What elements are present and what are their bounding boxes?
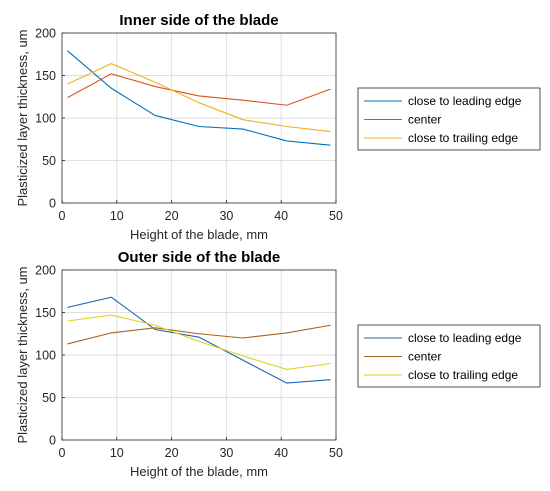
chart-title: Inner side of the blade bbox=[119, 12, 278, 29]
x-tick-label: 30 bbox=[219, 446, 233, 460]
legend: close to leading edge center close to trai… bbox=[357, 87, 541, 151]
legend-label-0: close to leading edge bbox=[408, 331, 522, 345]
legend-label-0: close to leading edge bbox=[408, 94, 522, 108]
series-line-0 bbox=[67, 296, 331, 384]
x-tick-label: 30 bbox=[219, 209, 233, 223]
y-tick-label: 0 bbox=[49, 434, 56, 448]
series-line-2 bbox=[67, 314, 331, 371]
y-tick-label: 150 bbox=[35, 306, 56, 320]
x-tick-label: 50 bbox=[329, 209, 343, 223]
y-tick-label: 100 bbox=[35, 112, 56, 126]
series-line-1 bbox=[67, 324, 331, 345]
legend-label-2: close to trailing edge bbox=[408, 368, 518, 382]
legend-label-2: close to trailing edge bbox=[408, 131, 518, 145]
y-tick-label: 50 bbox=[42, 391, 56, 405]
chart-panel-0: 0 10 20 30 40 50 0 50 100 150 200 Inner side of the… bbox=[15, 12, 541, 242]
y-tick-label: 200 bbox=[35, 264, 56, 278]
series-line-2 bbox=[67, 62, 331, 133]
x-tick-label: 40 bbox=[274, 209, 288, 223]
x-tick-label: 20 bbox=[165, 446, 179, 460]
chart-panel-1: 0 10 20 30 40 50 0 50 100 150 200 Outer side of the… bbox=[15, 249, 541, 479]
x-tick-label: 0 bbox=[59, 209, 66, 223]
x-tick-label: 20 bbox=[165, 209, 179, 223]
series-line-0 bbox=[67, 50, 331, 146]
y-axis-label: Plasticized layer thickness, um bbox=[15, 266, 30, 443]
legend-label-1: center bbox=[408, 350, 441, 364]
x-tick-label: 10 bbox=[110, 446, 124, 460]
x-tick-label: 40 bbox=[274, 446, 288, 460]
x-tick-label: 10 bbox=[110, 209, 124, 223]
y-tick-label: 50 bbox=[42, 154, 56, 168]
x-tick-label: 0 bbox=[59, 446, 66, 460]
series-line-1 bbox=[67, 73, 331, 106]
legend: close to leading edge center close to trai… bbox=[357, 324, 541, 388]
y-tick-label: 0 bbox=[49, 197, 56, 211]
x-axis-label: Height of the blade, mm bbox=[130, 227, 268, 242]
y-tick-label: 150 bbox=[35, 69, 56, 83]
x-axis-label: Height of the blade, mm bbox=[130, 464, 268, 479]
legend-label-1: center bbox=[408, 113, 441, 127]
y-axis-label: Plasticized layer thickness, um bbox=[15, 29, 30, 206]
x-tick-label: 50 bbox=[329, 446, 343, 460]
chart-title: Outer side of the blade bbox=[118, 249, 281, 266]
y-tick-label: 100 bbox=[35, 349, 56, 363]
y-tick-label: 200 bbox=[35, 27, 56, 41]
